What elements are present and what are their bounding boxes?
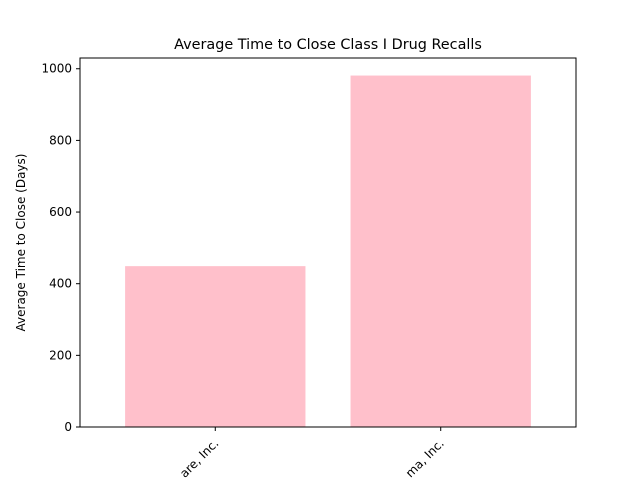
- y-axis-label: Average Time to Close (Days): [14, 154, 28, 332]
- chart-title: Average Time to Close Class I Drug Recal…: [174, 37, 482, 53]
- plot-frame: [79, 57, 577, 428]
- bar: [125, 266, 306, 427]
- y-tick-label: 200: [49, 348, 72, 362]
- y-tick-label: 0: [64, 420, 72, 434]
- x-axis: are, Inc. ma, Inc.: [177, 427, 447, 480]
- y-axis: 0 200 400 600 800 1000: [41, 62, 80, 434]
- x-tick-label: are, Inc.: [177, 436, 221, 480]
- y-tick-label: 1000: [41, 62, 72, 76]
- bar: [350, 75, 531, 427]
- x-tick-label: ma, Inc.: [403, 436, 447, 480]
- y-tick-label: 800: [49, 133, 72, 147]
- y-tick-label: 400: [49, 277, 72, 291]
- y-tick-label: 600: [49, 205, 72, 219]
- bars-group: [125, 75, 531, 427]
